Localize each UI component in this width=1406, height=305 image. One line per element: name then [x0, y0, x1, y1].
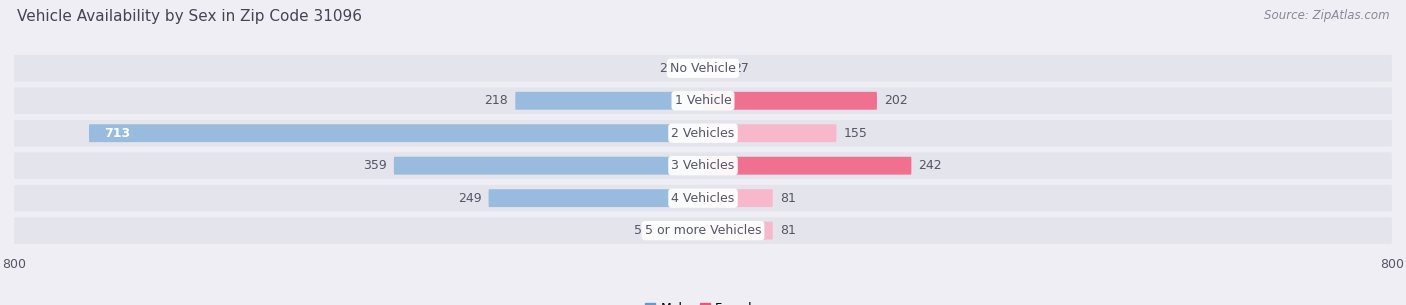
Legend: Male, Female: Male, Female [641, 297, 765, 305]
Text: 2 Vehicles: 2 Vehicles [672, 127, 734, 140]
Text: 218: 218 [485, 94, 509, 107]
Text: 359: 359 [363, 159, 387, 172]
Text: Source: ZipAtlas.com: Source: ZipAtlas.com [1264, 9, 1389, 22]
FancyBboxPatch shape [488, 189, 703, 207]
Text: 1 Vehicle: 1 Vehicle [675, 94, 731, 107]
Text: 54: 54 [634, 224, 650, 237]
Text: 3 Vehicles: 3 Vehicles [672, 159, 734, 172]
Text: 249: 249 [458, 192, 482, 205]
Text: 81: 81 [780, 192, 796, 205]
Text: 155: 155 [844, 127, 868, 140]
FancyBboxPatch shape [394, 157, 703, 174]
FancyBboxPatch shape [682, 59, 703, 77]
FancyBboxPatch shape [14, 55, 1392, 82]
Text: No Vehicle: No Vehicle [671, 62, 735, 75]
FancyBboxPatch shape [89, 124, 703, 142]
Text: 242: 242 [918, 159, 942, 172]
FancyBboxPatch shape [703, 157, 911, 174]
FancyBboxPatch shape [515, 92, 703, 110]
Text: 81: 81 [780, 224, 796, 237]
Text: 5 or more Vehicles: 5 or more Vehicles [645, 224, 761, 237]
FancyBboxPatch shape [14, 185, 1392, 211]
FancyBboxPatch shape [14, 152, 1392, 179]
FancyBboxPatch shape [703, 92, 877, 110]
Text: 202: 202 [884, 94, 908, 107]
FancyBboxPatch shape [703, 222, 773, 239]
FancyBboxPatch shape [657, 222, 703, 239]
Text: 25: 25 [658, 62, 675, 75]
Text: Vehicle Availability by Sex in Zip Code 31096: Vehicle Availability by Sex in Zip Code … [17, 9, 361, 24]
FancyBboxPatch shape [703, 124, 837, 142]
FancyBboxPatch shape [703, 59, 727, 77]
FancyBboxPatch shape [703, 189, 773, 207]
FancyBboxPatch shape [14, 88, 1392, 114]
Text: 713: 713 [104, 127, 131, 140]
FancyBboxPatch shape [14, 217, 1392, 244]
FancyBboxPatch shape [14, 120, 1392, 146]
Text: 4 Vehicles: 4 Vehicles [672, 192, 734, 205]
Text: 27: 27 [733, 62, 749, 75]
